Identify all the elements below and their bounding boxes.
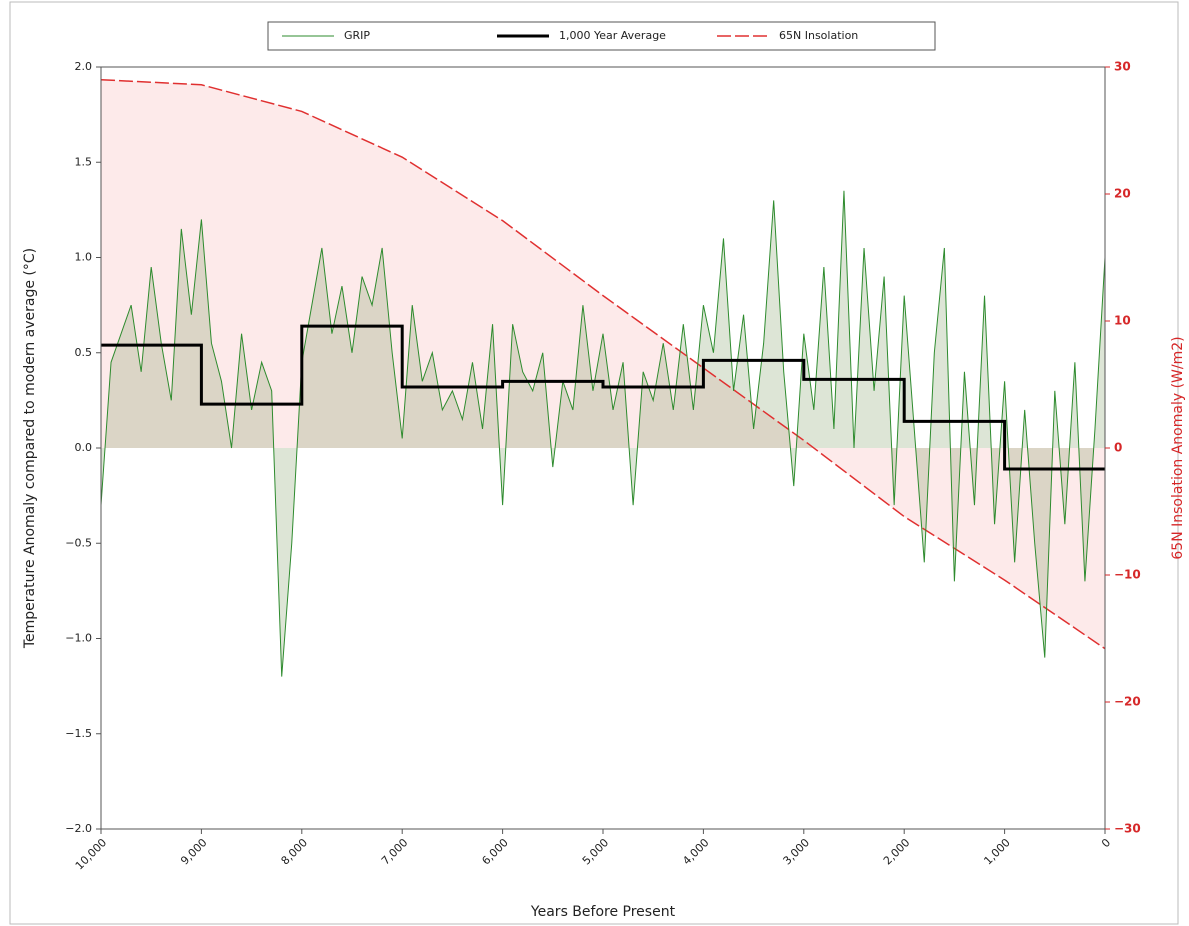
y-tick-label: 1.0: [75, 251, 93, 264]
legend-label: 1,000 Year Average: [559, 29, 666, 42]
y-tick-label: −1.0: [65, 632, 92, 645]
y2-tick-label: 0: [1114, 441, 1122, 455]
y2-tick-label: 30: [1114, 60, 1131, 74]
x-tick-label: 7,000: [379, 836, 410, 867]
y-tick-label: 0.5: [75, 346, 93, 359]
legend-label: 65N Insolation: [779, 29, 858, 42]
y-tick-label: −2.0: [65, 822, 92, 835]
x-tick-label: 2,000: [881, 836, 912, 867]
series-line: [100, 190, 1106, 677]
legend-label: GRIP: [344, 29, 370, 42]
x-tick-label: 0: [1099, 836, 1113, 850]
x-tick-label: 4,000: [680, 836, 711, 867]
area-fill: [101, 79, 1105, 649]
x-tick-label: 5,000: [580, 836, 611, 867]
y2-tick-label: −10: [1114, 568, 1141, 582]
y-axis-label: Temperature Anomaly compared to modern a…: [22, 248, 38, 649]
series-line: [100, 78, 1106, 650]
y2-tick-label: 20: [1114, 187, 1131, 201]
x-tick-label: 10,000: [73, 836, 109, 872]
y-tick-label: 0.0: [75, 441, 93, 454]
area-fill: [101, 190, 1105, 677]
y2-axis-label: 65N Insolation Anomaly (W/m2): [1170, 336, 1186, 559]
outer-frame: [9, 1, 1179, 925]
y2-tick-label: −30: [1114, 822, 1141, 836]
legend-box: [267, 21, 936, 51]
y2-tick-label: −20: [1114, 695, 1141, 709]
x-tick-label: 8,000: [279, 836, 310, 867]
y-tick-label: −1.5: [65, 727, 92, 740]
y-tick-label: 2.0: [75, 60, 93, 73]
y-tick-label: 1.5: [75, 155, 93, 168]
y-tick-label: −0.5: [65, 536, 92, 549]
x-tick-label: 6,000: [479, 836, 510, 867]
y2-tick-label: 10: [1114, 314, 1131, 328]
x-tick-label: 1,000: [981, 836, 1012, 867]
x-tick-label: 9,000: [178, 836, 209, 867]
series-line: [101, 324, 1105, 471]
x-tick-label: 3,000: [781, 836, 812, 867]
x-axis-label: Years Before Present: [530, 904, 676, 920]
